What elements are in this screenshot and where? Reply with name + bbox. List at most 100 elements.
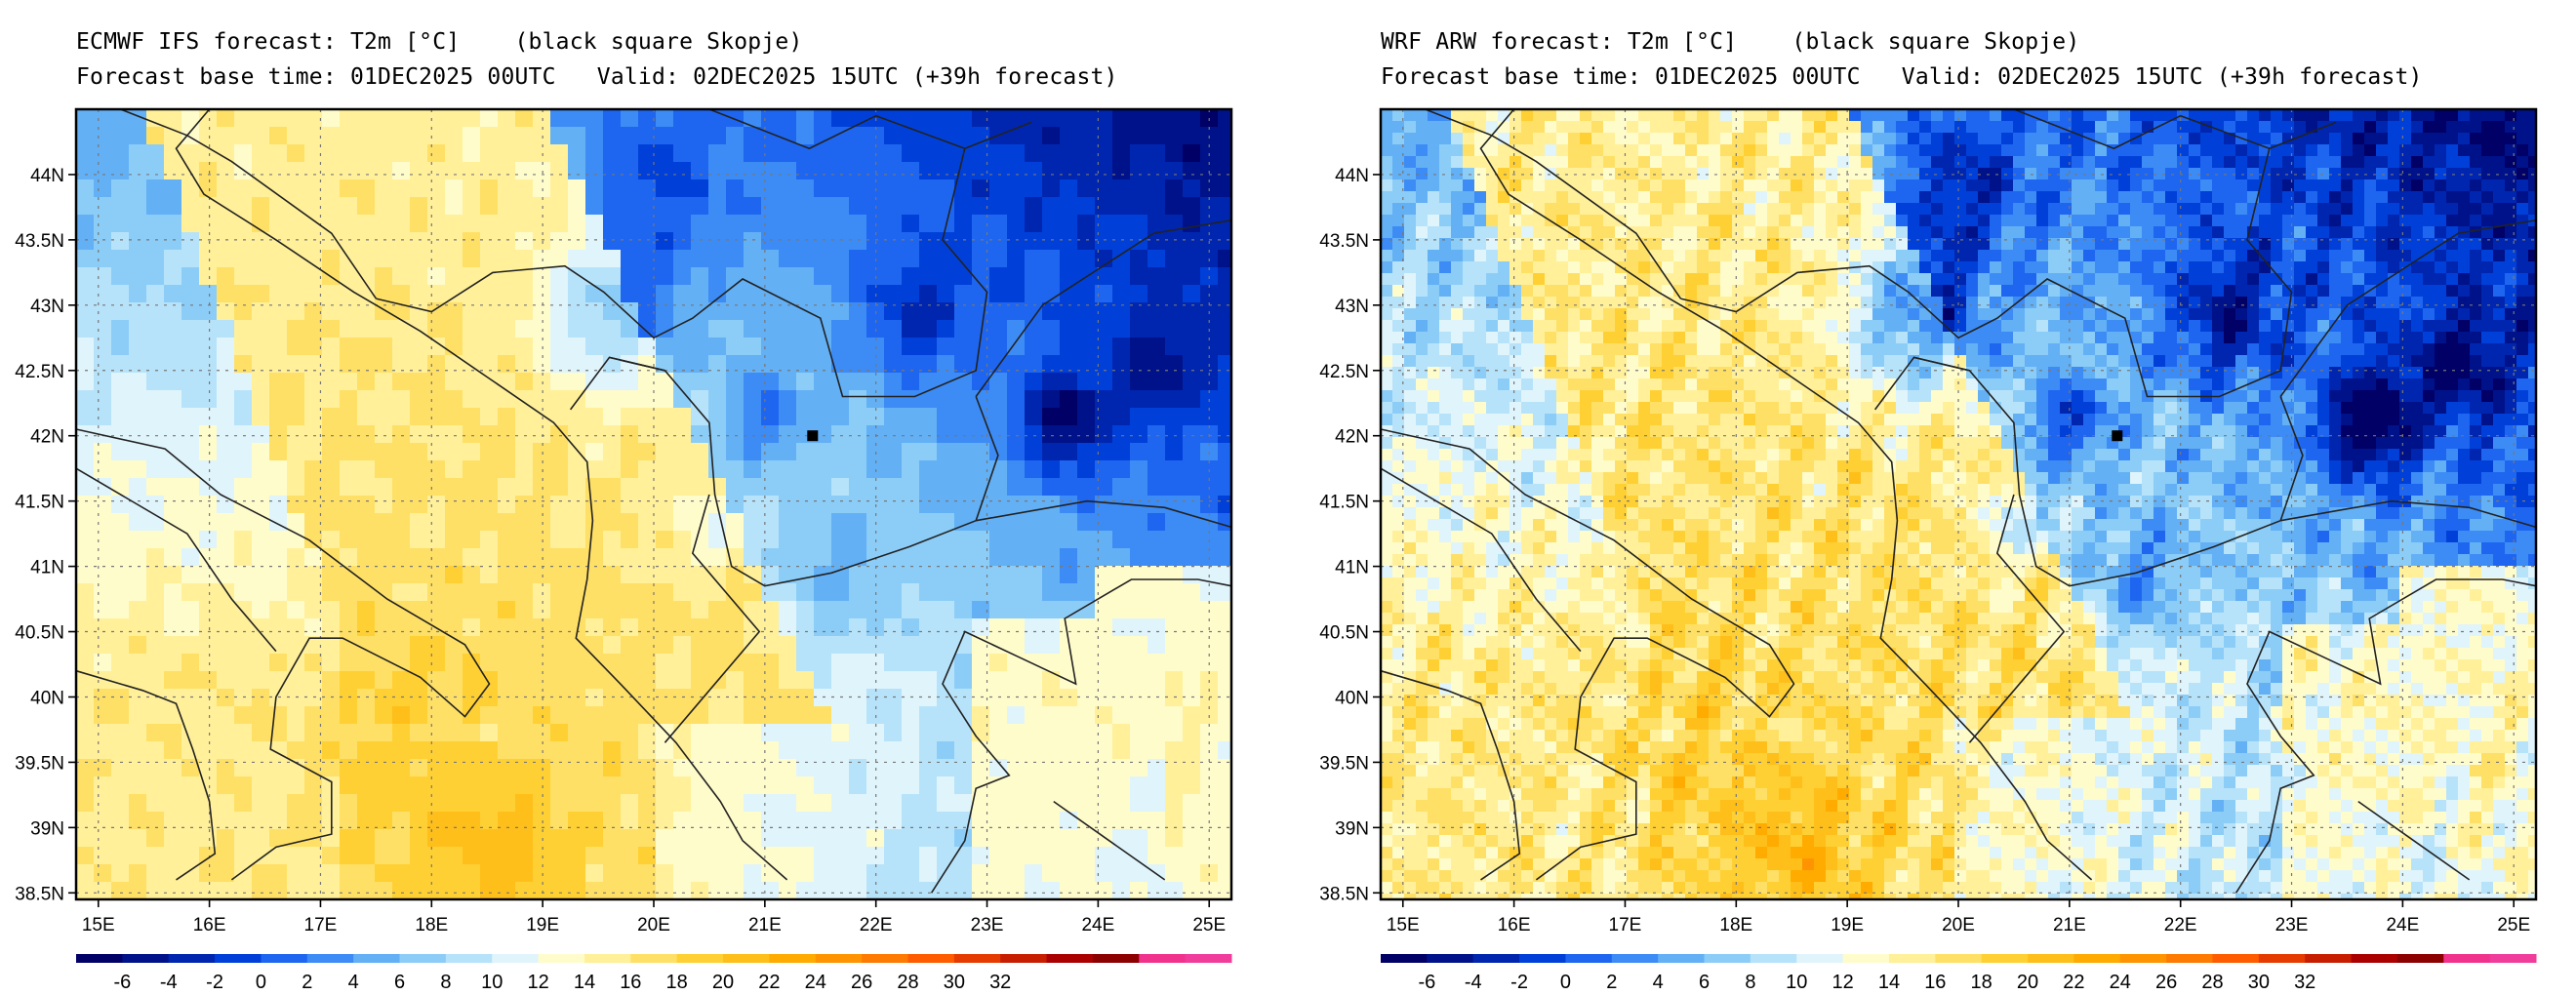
colorbar-swatch [122,954,170,963]
ecmwf-temperature-map: 15E 16E 17E 18E 19E 20E 21E 22E 23E 24E 25E 44N 43.5… [15,107,1233,993]
colorbar-label: 14 [1878,972,1900,993]
lat-tick-label: 44N [1335,166,1369,186]
colorbar-label: 12 [527,972,548,993]
lon-tick-label: 17E [304,915,338,935]
colorbar-label: 0 [1560,972,1571,993]
colorbar-swatch [1704,954,1751,963]
colorbar-swatch [261,954,308,963]
colorbar-label: 30 [2248,972,2270,993]
colorbar-swatch [2028,954,2074,963]
lat-tick-label: 38.5N [15,884,64,904]
colorbar-label: 22 [758,972,780,993]
colorbar-swatch [1611,954,1659,963]
lon-tick-label: 15E [82,915,115,935]
colorbar-label: 28 [897,972,918,993]
colorbar: -6 -4 -2 0 2 4 6 8 10 12 14 16 18 20 22 24 26 28 30 32 [1381,954,2537,993]
colorbar-label: 30 [944,972,965,993]
colorbar-label: 10 [1786,972,1807,993]
colorbar-label: 24 [805,972,826,993]
lat-tick-label: 43.5N [1319,231,1369,252]
colorbar-swatch [399,954,447,963]
colorbar-swatch [1185,954,1232,963]
lon-tick-label: 15E [1387,915,1420,935]
lat-tick-label: 44N [30,166,64,186]
lon-tick-label: 17E [1609,915,1642,935]
colorbar-label: 2 [302,972,312,993]
colorbar-swatch [862,954,908,963]
colorbar-swatch [1472,954,1520,963]
lat-tick-label: 41N [30,558,64,578]
lat-tick-label: 43N [30,297,64,317]
colorbar-label: 12 [1831,972,1853,993]
colorbar-swatch [769,954,817,963]
colorbar-label: 8 [440,972,451,993]
panel-title: WRF ARW forecast: T2m [°C] (black square… [1381,29,2080,55]
colorbar-swatch [2443,954,2491,963]
lat-tick-label: 42N [1335,427,1369,448]
skopje-marker [807,430,819,442]
lon-tick-label: 16E [1498,915,1531,935]
colorbar-label: 32 [989,972,1011,993]
colorbar-swatch [815,954,863,963]
colorbar-swatch [676,954,724,963]
colorbar-label: 4 [348,972,359,993]
lon-tick-label: 19E [1831,915,1864,935]
lon-tick-label: 25E [1192,915,1226,935]
colorbar-label: 24 [2110,972,2131,993]
colorbar-swatch [1381,954,1428,963]
colorbar-swatch [2212,954,2260,963]
lon-tick-label: 23E [971,915,1004,935]
lon-tick-label: 18E [415,915,448,935]
lat-tick-label: 42.5N [15,362,64,382]
colorbar-label: -2 [206,972,223,993]
lon-tick-label: 21E [748,915,782,935]
lat-tick-label: 39.5N [15,753,64,774]
colorbar-label: 0 [256,972,266,993]
colorbar-swatch [353,954,401,963]
colorbar-swatch [1139,954,1187,963]
colorbar-swatch [1565,954,1613,963]
lat-tick-label: 42N [30,427,64,448]
lat-tick-label: 40.5N [15,623,64,644]
colorbar-swatch [492,954,540,963]
colorbar-swatch [1842,954,1890,963]
lon-tick-label: 20E [637,915,670,935]
colorbar-swatch [538,954,585,963]
colorbar-swatch [1000,954,1048,963]
colorbar-label: 14 [574,972,595,993]
colorbar-label: 26 [851,972,872,993]
colorbar-label: 16 [620,972,641,993]
lon-tick-label: 16E [193,915,226,935]
lat-tick-label: 39N [1335,818,1369,839]
colorbar-label: 4 [1653,972,1664,993]
colorbar-label: -4 [160,972,178,993]
lat-tick-label: 42.5N [1319,362,1369,382]
colorbar-swatch [215,954,262,963]
colorbar-swatch [2396,954,2444,963]
lon-tick-label: 23E [2275,915,2309,935]
lon-tick-label: 19E [526,915,559,935]
axis-ticks [68,174,1211,907]
colorbar-swatch [1658,954,1706,963]
colorbar-label: 2 [1606,972,1617,993]
lon-tick-label: 22E [860,915,893,935]
colorbar-label: 20 [2017,972,2038,993]
lat-tick-label: 40.5N [1319,623,1369,644]
colorbar-label: 8 [1745,972,1755,993]
lat-tick-label: 39N [30,818,64,839]
colorbar-swatch [1519,954,1566,963]
colorbar-swatch [2119,954,2167,963]
lat-tick-label: 41N [1335,558,1369,578]
coastlines-borders [75,108,1232,894]
colorbar-swatch [584,954,631,963]
colorbar-swatch [723,954,770,963]
panel-subtitle: Forecast base time: 01DEC2025 00UTC Vali… [76,64,1118,90]
lat-tick-label: 40N [1335,688,1369,708]
colorbar-swatch [2258,954,2306,963]
axis-ticks [1373,174,2516,907]
lon-tick-label: 25E [2497,915,2530,935]
colorbar-label: 26 [2155,972,2177,993]
lat-tick-label: 40N [30,688,64,708]
lat-tick-label: 43N [1335,297,1369,317]
ecmwf-panel: ECMWF IFS forecast: T2m [°C] (black squa… [0,0,1268,995]
